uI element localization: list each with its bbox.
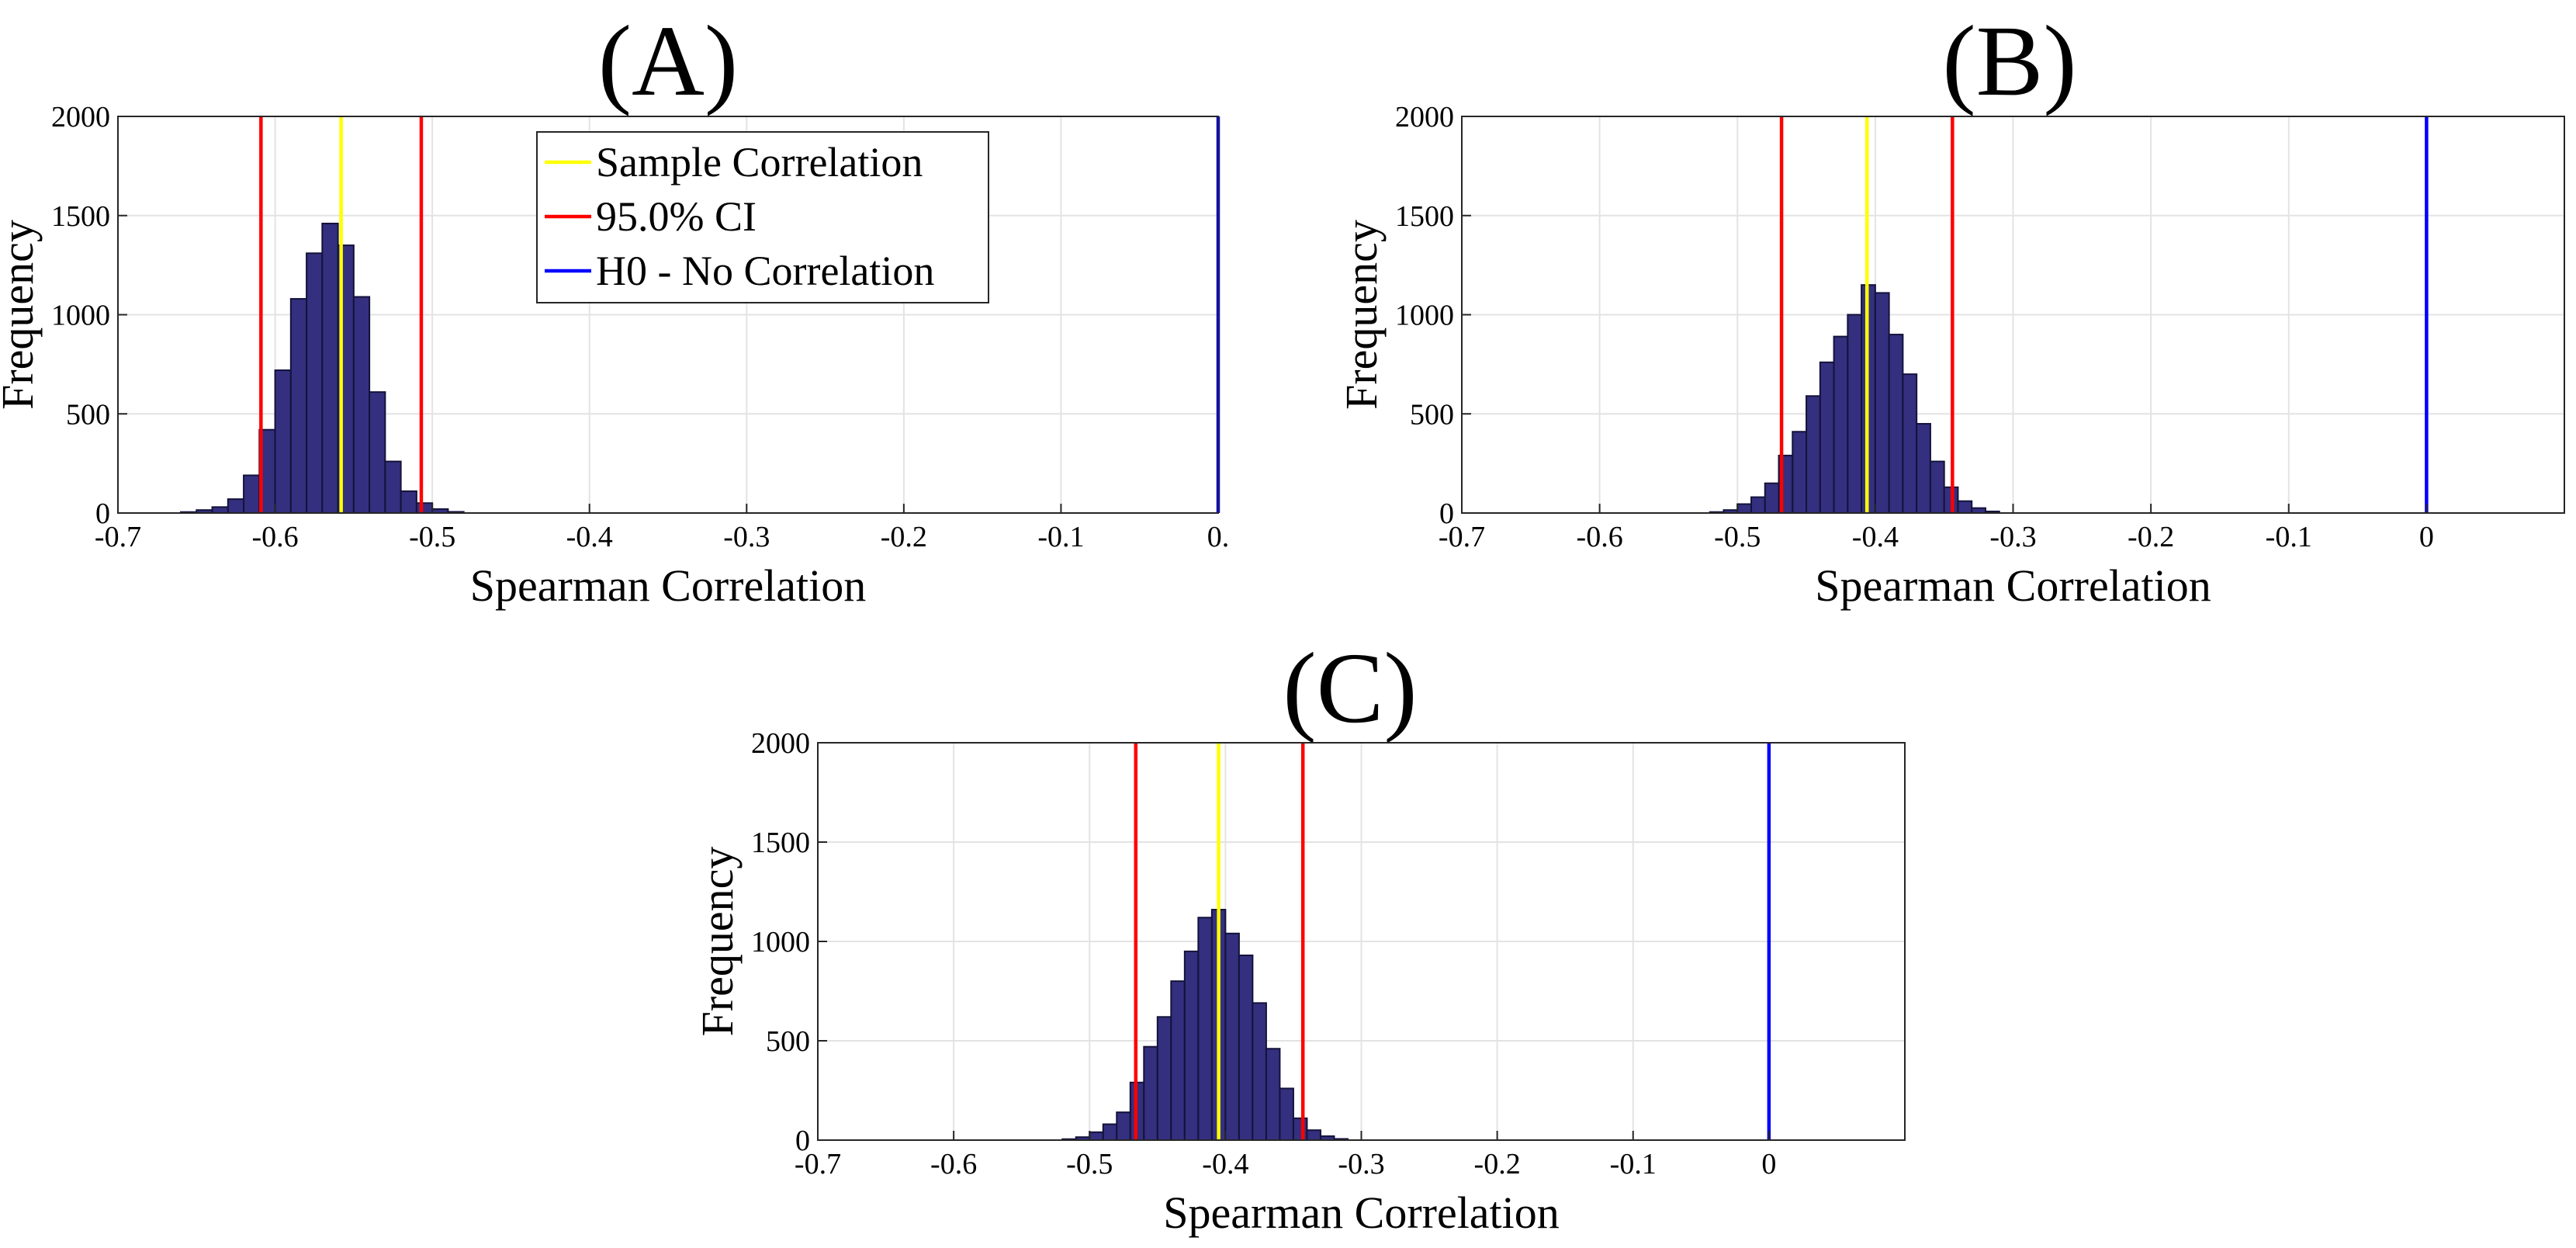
x-tick-label: -0.1 [1610, 1148, 1657, 1180]
y-tick-label: 0 [795, 1125, 810, 1157]
x-tick-label: -0.7 [795, 1148, 841, 1180]
histogram-bar [1806, 395, 1821, 514]
y-tick-label: 1000 [1395, 300, 1454, 332]
x-tick-label: -0.5 [1714, 521, 1761, 553]
x-tick-label: -0.2 [881, 521, 927, 553]
x-tick-label: -0.2 [2128, 521, 2174, 553]
x-axis-label: Spearman Correlation [1815, 560, 2211, 611]
histogram-bar [1279, 1087, 1294, 1141]
histogram-bar [1292, 1117, 1308, 1141]
histogram-bar [1183, 950, 1200, 1142]
histogram-bar [1888, 334, 1904, 514]
y-tick-label: 0 [1439, 497, 1454, 530]
histogram-bar [384, 460, 402, 515]
histogram-bar [1089, 1131, 1104, 1142]
x-tick-label: -0.6 [251, 521, 298, 553]
x-axis-label: Spearman Correlation [470, 560, 867, 611]
histogram-bar [243, 474, 261, 515]
histogram-bar [1957, 500, 1973, 514]
histogram-bar [321, 222, 339, 514]
x-tick-label: -0.1 [2266, 521, 2312, 553]
histogram-bar [274, 369, 292, 515]
x-tick-label: -0.3 [1338, 1148, 1384, 1180]
histogram-bar [1833, 335, 1849, 515]
histogram-bar [227, 498, 245, 514]
histogram-bar [1916, 423, 1931, 515]
y-tick-label: 1000 [751, 926, 810, 959]
y-tick-label: 500 [766, 1025, 810, 1058]
x-tick-label: -0.4 [1852, 521, 1899, 553]
histogram-bar [1929, 460, 1945, 515]
histogram-bar [1792, 431, 1808, 514]
y-tick-label: 1500 [751, 827, 810, 859]
x-tick-label: -0.4 [1202, 1148, 1248, 1180]
histogram-bar [306, 252, 324, 514]
x-tick-label: -0.5 [1066, 1148, 1113, 1180]
histogram-bar [1224, 932, 1240, 1141]
y-axis-label: Frequency [1336, 220, 1387, 410]
panel-title: (B) [1942, 5, 2076, 117]
histogram-bar [1736, 503, 1753, 515]
y-tick-label: 1500 [1395, 200, 1454, 233]
y-tick-label: 500 [1410, 398, 1454, 431]
legend-label: Sample Correlation [596, 139, 923, 185]
legend-box [536, 131, 989, 303]
histogram-bar [1764, 482, 1780, 514]
x-tick-label: -0.6 [930, 1148, 977, 1180]
histogram-bar [1156, 1016, 1172, 1142]
histogram-bar [1197, 917, 1213, 1142]
panel-b: (B) -0.7 -0.6 -0.5 -0.4 -0.3 -0.2 -0.1 0 0 500 1000… [1336, 5, 2565, 611]
x-tick-label: -0.4 [566, 521, 613, 553]
legend-label: H0 - No Correlation [596, 248, 934, 294]
y-tick-label: 500 [66, 398, 110, 431]
x-tick-label: 0 [2419, 521, 2434, 553]
y-tick-label: 2000 [751, 727, 810, 760]
histogram-bar [1252, 1002, 1267, 1141]
histogram-bar [1143, 1045, 1158, 1142]
histogram-bar [1750, 496, 1766, 514]
histogram-bar [211, 506, 229, 515]
y-tick-label: 1500 [51, 200, 110, 233]
histogram-bar [1902, 373, 1918, 514]
y-axis-label: Frequency [692, 847, 743, 1037]
x-tick-label: -0.1 [1037, 521, 1084, 553]
x-tick-label: 0 [1761, 1148, 1776, 1180]
y-tick-label: 2000 [51, 101, 110, 133]
x-tick-label: -0.7 [1439, 521, 1485, 553]
histogram-bar [1819, 361, 1835, 514]
x-axis-label: Spearman Correlation [1163, 1187, 1560, 1238]
x-tick-label: -0.3 [723, 521, 770, 553]
histogram-bar [289, 298, 308, 514]
y-tick-label: 0 [95, 497, 110, 530]
histogram-bar [400, 490, 417, 515]
histogram-bar [352, 296, 371, 514]
histogram-bar [1238, 954, 1254, 1142]
x-tick-label: -0.7 [95, 521, 141, 553]
histogram-bar [1874, 292, 1890, 514]
y-axis-label: Frequency [0, 220, 43, 410]
histogram-bar [1306, 1129, 1321, 1141]
legend: Sample Correlation 95.0% CI H0 - No Correl… [536, 131, 989, 303]
x-tick-label: -0.5 [409, 521, 455, 553]
panel-title: (A) [598, 5, 738, 117]
x-tick-label: -0.3 [1989, 521, 2036, 553]
histogram-bar [1116, 1111, 1131, 1142]
histogram-bar [1102, 1123, 1118, 1142]
x-tick-label: 0. [1207, 521, 1230, 553]
histogram-bar [1847, 314, 1863, 514]
histogram-bar [1170, 980, 1186, 1141]
y-tick-label: 2000 [1395, 101, 1454, 133]
panel-a: (A) -0.7 -0.6 -0.5 -0.4 -0.3 -0.2 -0.1 0. 0 500 100… [0, 5, 1229, 611]
y-tick-label: 1000 [51, 300, 110, 332]
histogram-bar [1265, 1048, 1281, 1141]
histogram-bar [369, 391, 386, 514]
x-tick-label: -0.6 [1577, 521, 1623, 553]
panel-c: (C) -0.7 -0.6 -0.5 -0.4 -0.3 -0.2 -0.1 0 0 500 1000… [692, 633, 1906, 1238]
x-tick-label: -0.2 [1474, 1148, 1521, 1180]
legend-label: 95.0% CI [596, 193, 757, 240]
histogram-bar [415, 502, 434, 514]
panel-title: (C) [1283, 633, 1417, 744]
